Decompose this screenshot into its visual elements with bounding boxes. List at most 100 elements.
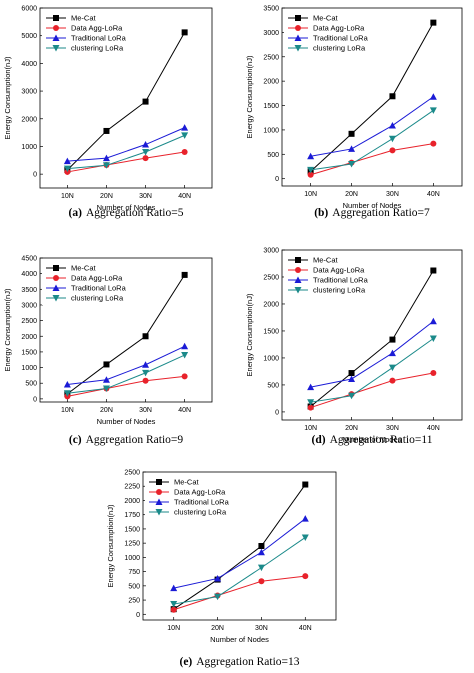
- series-line: [310, 96, 434, 157]
- data-point: [307, 404, 314, 411]
- legend-entry: clustering LoRa: [71, 294, 124, 303]
- series-line: [310, 372, 434, 409]
- series-traditional-lora: [307, 93, 437, 160]
- data-point: [181, 373, 188, 380]
- y-tick-label: 1250: [124, 541, 140, 548]
- legend-swatch-marker: [156, 479, 162, 485]
- data-point: [430, 19, 437, 26]
- series-line: [173, 537, 306, 605]
- x-tick-label: 20N: [211, 625, 224, 632]
- series-data-agg-lora: [170, 573, 309, 613]
- legend-swatch-marker: [155, 498, 163, 505]
- data-point: [102, 385, 110, 393]
- y-tick-label: 3000: [263, 30, 279, 37]
- y-axis-label: Energy Consumption(nJ): [3, 288, 12, 371]
- y-axis-label: Energy Consumption(nJ): [3, 56, 12, 139]
- data-point: [142, 98, 149, 105]
- chart-panel-4: 0 500 1000 1500 2000 2500 3000 10N 20N 30N 40N Numb…: [245, 248, 463, 446]
- series-line: [67, 375, 185, 397]
- data-point: [181, 149, 188, 155]
- y-tick-label: 3500: [263, 6, 279, 13]
- data-point: [181, 29, 188, 36]
- data-point: [388, 135, 396, 143]
- data-point: [214, 574, 222, 582]
- legend-swatch-marker: [295, 15, 301, 21]
- caption-label: (b): [314, 207, 328, 219]
- y-tick-label: 2000: [263, 79, 279, 86]
- legend-entry: clustering LoRa: [71, 44, 124, 53]
- legend-entry: Data Agg-LoRa: [313, 24, 365, 33]
- data-point: [181, 342, 189, 350]
- caption-label: (e): [179, 656, 192, 668]
- data-point: [348, 375, 356, 382]
- y-tick-label: 1000: [263, 127, 279, 134]
- legend-entry: Data Agg-LoRa: [174, 488, 226, 497]
- x-tick-label: 10N: [167, 625, 180, 632]
- y-tick-label: 4500: [21, 256, 37, 263]
- legend-swatch-marker: [53, 25, 59, 31]
- data-point: [429, 317, 437, 325]
- legend-entry: Data Agg-LoRa: [71, 274, 123, 283]
- y-tick-label: 3000: [263, 248, 279, 255]
- chart-panel-1: 0 1000 2000 3000 4000 5000 6000 10N 20N 30N 40N Num…: [3, 6, 213, 219]
- y-tick-label: 2500: [124, 470, 140, 477]
- data-point: [348, 161, 356, 168]
- x-tick-label: 40N: [178, 193, 191, 200]
- series-line: [310, 109, 434, 171]
- legend-swatch-marker: [295, 257, 301, 263]
- data-point: [388, 364, 396, 372]
- y-tick-label: 6000: [21, 6, 37, 13]
- x-tick-label: 10N: [304, 425, 317, 432]
- data-point: [348, 130, 355, 137]
- data-point: [307, 152, 315, 160]
- data-point: [63, 390, 71, 397]
- legend-entry: Me-Cat: [313, 256, 339, 265]
- series-line: [67, 345, 185, 385]
- y-tick-label: 3000: [21, 89, 37, 96]
- caption-text: Aggregation Ratio=11: [330, 434, 433, 446]
- y-tick-label: 0: [275, 176, 279, 183]
- plot-frame: [39, 257, 213, 403]
- series-clustering-lora: [307, 107, 437, 174]
- series-line: [67, 134, 185, 170]
- data-point: [348, 370, 355, 377]
- y-tick-label: 2000: [21, 116, 37, 123]
- y-tick-label: 2500: [21, 318, 37, 325]
- data-point: [142, 155, 149, 162]
- y-tick-label: 2000: [21, 334, 37, 341]
- legend-entry: Me-Cat: [71, 264, 97, 273]
- series-line: [310, 270, 434, 407]
- data-point: [429, 335, 437, 343]
- y-tick-label: 1000: [124, 555, 140, 562]
- y-tick-label: 1000: [263, 355, 279, 362]
- y-tick-label: 1750: [124, 512, 140, 519]
- series-data-agg-lora: [307, 140, 437, 178]
- series-line: [173, 484, 306, 610]
- x-tick-label: 30N: [255, 625, 268, 632]
- caption-text: Aggregation Ratio=9: [86, 434, 184, 446]
- data-point: [348, 145, 356, 152]
- y-tick-label: 2250: [124, 484, 140, 491]
- y-tick-label: 5000: [21, 33, 37, 40]
- legend-swatch-marker: [52, 295, 60, 302]
- data-point: [430, 370, 437, 377]
- y-tick-label: 0: [33, 172, 37, 179]
- series-clustering-lora: [63, 132, 189, 173]
- y-tick-label: 0: [275, 409, 279, 416]
- data-point: [214, 593, 222, 601]
- figure-caption: (b) Aggregation Ratio=7: [314, 207, 430, 219]
- legend-swatch-marker: [52, 284, 60, 291]
- x-tick-label: 40N: [178, 407, 191, 414]
- data-point: [258, 543, 265, 549]
- legend-swatch-marker: [53, 265, 59, 271]
- x-tick-label: 40N: [427, 191, 440, 198]
- legend-entry: clustering LoRa: [313, 286, 366, 295]
- chart-panel-5: 0 250 500 750 1000 1250 1500 1750 2000 2250 2500 10…: [106, 470, 337, 668]
- caption-text: Aggregation Ratio=5: [86, 207, 184, 219]
- x-tick-label: 10N: [61, 193, 74, 200]
- y-tick-label: 1500: [124, 526, 140, 533]
- data-point: [142, 369, 150, 377]
- data-point: [257, 548, 265, 556]
